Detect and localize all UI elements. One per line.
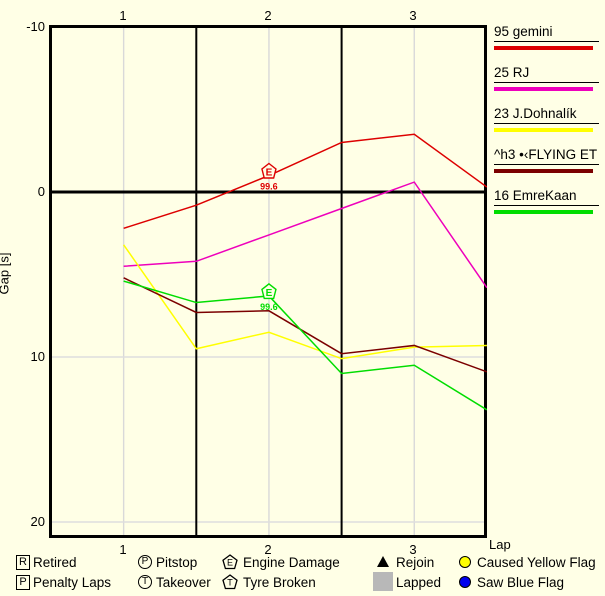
svg-text:T: T [227, 578, 233, 588]
plot-border [49, 25, 487, 538]
driver-legend-entry: 95 gemini [494, 24, 602, 50]
caused-yellow-flag-label: Caused Yellow Flag [477, 555, 596, 570]
marker-value-label: 99.6 [260, 302, 278, 312]
driver-name: ^h3 •‹FLYING ET [494, 147, 599, 165]
driver-color-swatch [494, 87, 593, 91]
driver-name: 25 RJ [494, 65, 599, 83]
x-tick-bottom-2: 2 [264, 542, 272, 557]
saw-blue-flag-label: Saw Blue Flag [477, 575, 565, 590]
driver-name: 95 gemini [494, 24, 599, 42]
penalty-laps-icon: P [16, 575, 30, 590]
x-tick-top-1: 1 [119, 8, 127, 23]
rejoin-icon [377, 556, 389, 567]
driver-name: 23 J.Dohnalík [494, 106, 599, 124]
marker-letter: E [266, 168, 273, 179]
x-tick-top-2: 2 [264, 8, 272, 23]
x-axis-title: Lap [489, 537, 511, 552]
driver-legend-entry: ^h3 •‹FLYING ET [494, 147, 602, 173]
marker-letter: E [266, 288, 273, 299]
retired-icon: R [16, 555, 30, 570]
svg-text:E: E [227, 558, 233, 568]
gap-chart: E 99.6 E 99.6 [49, 25, 487, 538]
series-line [123, 244, 487, 360]
marker-value-label: 99.6 [260, 182, 278, 192]
x-tick-top-3: 3 [409, 8, 417, 23]
takeover-icon: T [138, 575, 152, 589]
engine-damage-label: Engine Damage [243, 555, 340, 570]
driver-color-swatch [494, 210, 593, 214]
driver-legend: 95 gemini 25 RJ 23 J.Dohnalík ^h3 •‹FLYING … [494, 24, 602, 229]
tyre-broken-label: Tyre Broken [243, 575, 316, 590]
penalty-laps-label: Penalty Laps [33, 575, 112, 590]
rejoin-label: Rejoin [396, 555, 435, 570]
driver-legend-entry: 25 RJ [494, 65, 602, 91]
driver-color-swatch [494, 128, 593, 132]
series-line [123, 277, 487, 373]
series-line [123, 181, 487, 289]
y-tick-0: 0 [37, 184, 45, 199]
engine-damage-marker-icon [261, 162, 277, 179]
takeover-label: Takeover [156, 575, 211, 590]
y-axis-title: Gap [s] [0, 252, 12, 295]
driver-name: 16 EmreKaan [494, 188, 599, 206]
engine-damage-icon: E [222, 554, 238, 570]
pitstop-label: Pitstop [156, 555, 198, 570]
x-tick-bottom-1: 1 [119, 542, 127, 557]
caused-yellow-flag-icon [459, 556, 471, 568]
y-tick-neg10: -10 [26, 19, 45, 34]
retired-label: Retired [33, 555, 77, 570]
driver-legend-entry: 16 EmreKaan [494, 188, 602, 214]
series-line [123, 280, 487, 411]
engine-damage-marker-icon [261, 283, 277, 300]
lapped-icon [373, 572, 393, 591]
tyre-broken-icon: T [222, 574, 238, 590]
symbol-legend: R Retired P Pitstop E Engine Damage Rejo… [0, 553, 605, 596]
pitstop-icon: P [138, 555, 152, 569]
y-tick-10: 10 [30, 349, 45, 364]
series-line [123, 133, 487, 230]
driver-color-swatch [494, 46, 593, 50]
y-tick-20: 20 [30, 514, 45, 529]
driver-legend-entry: 23 J.Dohnalík [494, 106, 602, 132]
driver-color-swatch [494, 169, 593, 173]
x-tick-bottom-3: 3 [409, 542, 417, 557]
lapped-label: Lapped [396, 575, 442, 590]
saw-blue-flag-icon [459, 576, 471, 588]
